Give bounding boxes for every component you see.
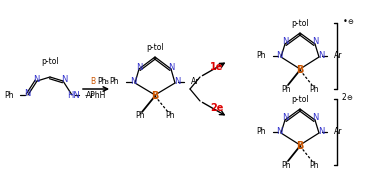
Text: N: N — [24, 90, 30, 98]
Text: N: N — [174, 77, 180, 85]
Text: ⊖: ⊖ — [346, 95, 352, 101]
Text: Ph: Ph — [135, 112, 145, 121]
Text: N: N — [168, 63, 174, 71]
Text: p-tol: p-tol — [41, 57, 59, 66]
Text: N: N — [312, 37, 318, 46]
Text: p-tol: p-tol — [291, 94, 309, 104]
Text: Ar: Ar — [334, 128, 342, 136]
Text: ⊖: ⊖ — [347, 19, 353, 25]
Text: Ar: Ar — [86, 91, 94, 99]
Text: Ph: Ph — [5, 91, 14, 99]
Text: N: N — [276, 126, 282, 136]
Text: Ph: Ph — [309, 84, 319, 94]
Text: B: B — [90, 77, 96, 85]
Text: Ph: Ph — [110, 77, 119, 87]
Text: N: N — [312, 114, 318, 122]
Text: Ph: Ph — [97, 77, 107, 85]
Text: N: N — [276, 50, 282, 60]
Text: N: N — [33, 75, 39, 84]
Text: B: B — [151, 91, 159, 101]
Text: Ph: Ph — [165, 112, 175, 121]
Text: p-tol: p-tol — [291, 19, 309, 28]
Text: Ph: Ph — [281, 160, 291, 170]
Text: Ar: Ar — [334, 51, 342, 60]
Text: N: N — [130, 77, 136, 85]
Text: 2: 2 — [341, 92, 346, 101]
Text: p-tol: p-tol — [146, 43, 164, 51]
Text: N: N — [61, 75, 67, 84]
Text: Ph: Ph — [257, 51, 266, 60]
Text: N: N — [318, 126, 324, 136]
Text: 3: 3 — [104, 80, 108, 85]
Text: 2e: 2e — [210, 103, 224, 113]
Text: N: N — [136, 63, 142, 71]
Text: Ph: Ph — [281, 84, 291, 94]
Text: •: • — [343, 16, 348, 26]
Text: B: B — [296, 141, 304, 151]
Text: Ph: Ph — [309, 160, 319, 170]
Text: 1e: 1e — [210, 62, 224, 72]
Text: Ph: Ph — [257, 128, 266, 136]
Text: N: N — [282, 37, 288, 46]
Text: B: B — [296, 65, 304, 75]
Text: Ar: Ar — [191, 77, 200, 87]
Text: - PhH: - PhH — [85, 91, 105, 101]
Text: N: N — [318, 50, 324, 60]
Text: HN: HN — [68, 91, 81, 101]
Text: N: N — [282, 114, 288, 122]
